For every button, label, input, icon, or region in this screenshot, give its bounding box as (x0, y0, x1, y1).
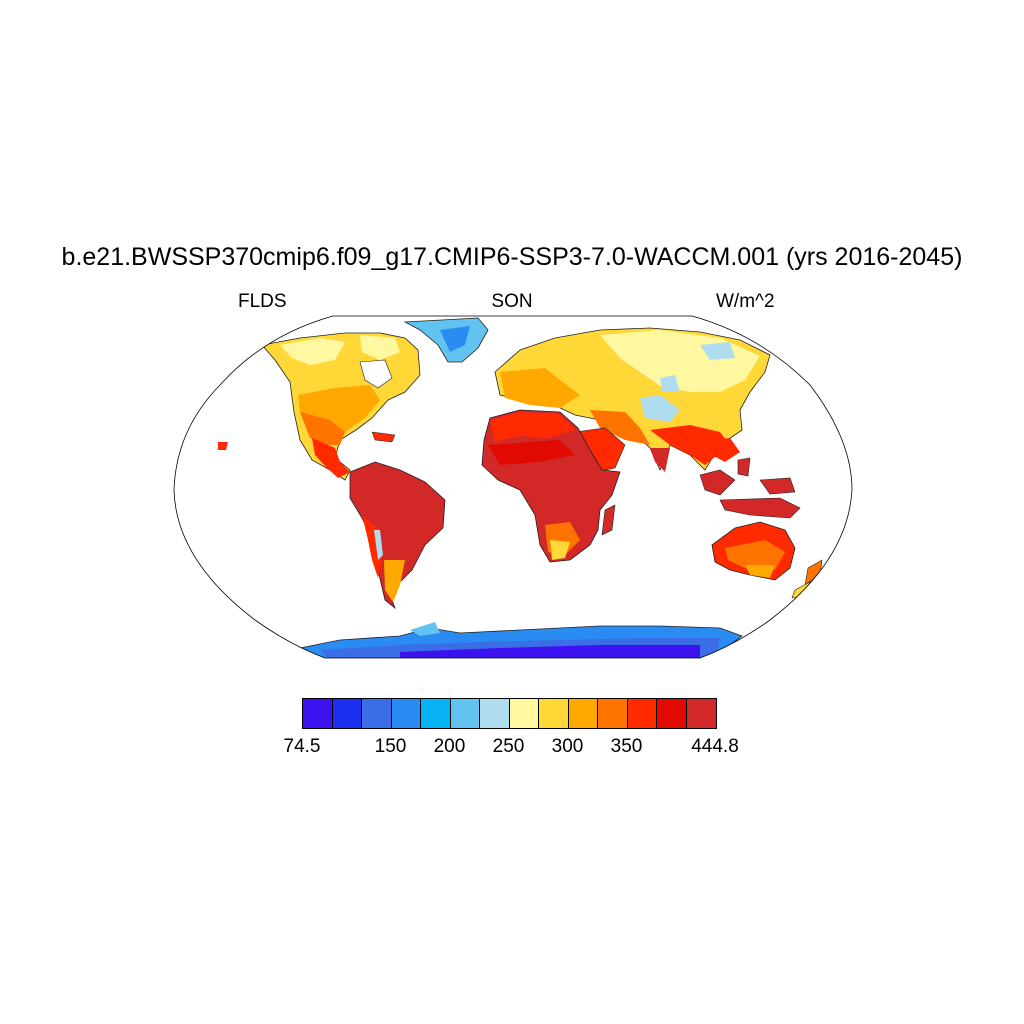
land-fields (218, 317, 823, 658)
colorbar-box-3 (391, 699, 421, 728)
season-label: SON (491, 291, 533, 312)
colorbar-box-1 (332, 699, 362, 728)
colorbar-label-6: 444.8 (691, 736, 739, 757)
colorbar-box-7 (509, 699, 539, 728)
colorbar-label-4: 300 (551, 736, 584, 757)
colorbar-label-2: 200 (433, 736, 466, 757)
colorbar-box-8 (539, 699, 569, 728)
colorbar-box-2 (362, 699, 392, 728)
colorbar-box-5 (450, 699, 480, 728)
colorbar-box-12 (657, 699, 687, 728)
colorbar-box-6 (480, 699, 510, 728)
variable-label: FLDS (238, 291, 287, 312)
colorbar-box-11 (627, 699, 657, 728)
colorbar (302, 698, 717, 729)
colorbar-label-1: 150 (374, 736, 407, 757)
colorbar-box-13 (686, 699, 716, 728)
colorbar-label-3: 250 (492, 736, 525, 757)
map-title: b.e21.BWSSP370cmip6.f09_g17.CMIP6-SSP3-7… (61, 243, 963, 271)
colorbar-label-5: 350 (610, 736, 643, 757)
colorbar-box-0 (303, 699, 333, 728)
colorbar-box-4 (421, 699, 451, 728)
colorbar-box-9 (568, 699, 598, 728)
colorbar-box-10 (598, 699, 628, 728)
projection-outline (173, 315, 853, 659)
colorbar-label-0: 74.5 (283, 736, 321, 757)
units-label: W/m^2 (716, 291, 775, 312)
